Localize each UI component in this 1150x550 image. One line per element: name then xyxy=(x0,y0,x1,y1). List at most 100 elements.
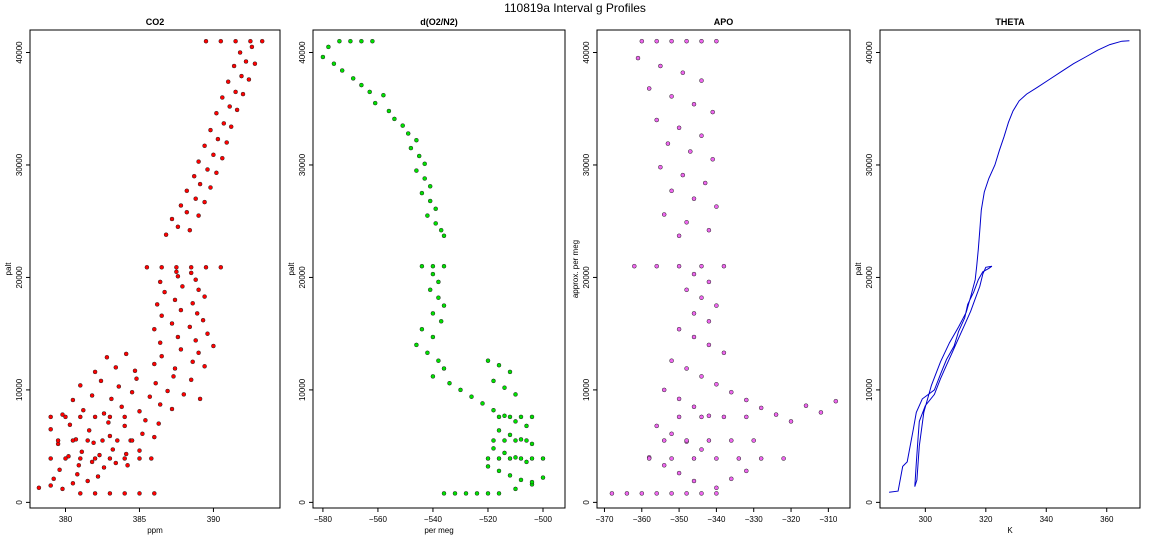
y-tick-label: 30000 xyxy=(298,153,307,176)
data-point xyxy=(496,456,502,461)
data-point xyxy=(137,456,142,461)
data-point xyxy=(691,456,697,461)
data-point xyxy=(171,374,176,379)
data-point xyxy=(92,491,98,496)
data-point xyxy=(676,125,682,131)
data-point xyxy=(729,389,734,395)
x-tick-label: 340 xyxy=(1040,515,1054,524)
x-tick-label: −560 xyxy=(369,515,388,524)
x-tick-label: −330 xyxy=(745,515,764,524)
data-point xyxy=(249,44,255,50)
data-point xyxy=(154,302,160,307)
data-point xyxy=(680,70,686,75)
data-point xyxy=(205,331,210,336)
data-point xyxy=(639,38,645,44)
data-point xyxy=(513,438,518,443)
data-point xyxy=(190,359,195,365)
data-point xyxy=(818,410,824,415)
data-point xyxy=(75,472,80,477)
y-tick-label: 0 xyxy=(298,500,307,505)
data-point xyxy=(441,263,447,269)
data-point xyxy=(175,224,181,230)
data-point xyxy=(400,123,405,128)
data-point xyxy=(781,456,786,461)
data-point xyxy=(773,412,779,417)
data-point xyxy=(78,383,83,388)
data-point xyxy=(654,117,659,123)
data-point xyxy=(474,491,480,496)
chart-title: d(O2/N2) xyxy=(420,17,458,27)
data-point xyxy=(205,167,210,172)
data-point xyxy=(788,419,794,424)
y-axis-label: palt xyxy=(287,262,296,276)
data-point xyxy=(714,204,719,209)
data-point xyxy=(107,456,113,461)
data-point xyxy=(152,326,157,332)
data-point xyxy=(122,423,127,429)
data-point xyxy=(496,468,502,474)
data-point xyxy=(122,491,127,496)
data-point xyxy=(218,265,224,270)
data-point xyxy=(699,491,704,496)
data-point xyxy=(193,277,198,282)
figure-title: 110819a Interval g Profiles xyxy=(504,1,646,15)
y-tick-label: 20000 xyxy=(582,266,591,289)
data-point xyxy=(134,376,139,381)
data-point xyxy=(208,185,213,190)
data-point xyxy=(676,470,682,476)
data-point xyxy=(441,233,447,239)
data-point xyxy=(79,449,85,455)
data-point xyxy=(157,279,163,285)
data-point xyxy=(654,263,659,269)
data-point xyxy=(518,477,524,483)
data-point xyxy=(676,263,682,269)
data-point xyxy=(699,133,704,138)
y-tick-label: 40000 xyxy=(15,41,24,64)
data-point xyxy=(359,82,364,88)
data-point xyxy=(178,347,184,352)
data-point xyxy=(200,317,206,323)
x-tick-label: 360 xyxy=(1100,515,1114,524)
data-point xyxy=(159,353,164,359)
x-axis-label: per meg xyxy=(424,526,453,535)
data-point xyxy=(196,213,201,218)
data-point xyxy=(447,380,452,386)
data-point xyxy=(441,366,447,371)
x-tick-label: −500 xyxy=(534,515,553,524)
data-point xyxy=(496,491,502,496)
data-point xyxy=(654,38,659,44)
data-point xyxy=(104,355,110,360)
data-point xyxy=(350,76,356,81)
data-point xyxy=(699,78,704,83)
data-point xyxy=(140,431,145,437)
data-point xyxy=(691,271,697,277)
data-point xyxy=(699,414,704,420)
data-point xyxy=(339,68,345,73)
data-point xyxy=(669,456,674,461)
data-point xyxy=(658,164,663,170)
data-point xyxy=(710,109,715,115)
x-tick-label: −540 xyxy=(424,515,443,524)
data-point xyxy=(414,168,419,173)
data-point xyxy=(639,491,645,496)
data-point xyxy=(706,342,712,348)
data-point xyxy=(70,438,76,443)
data-point xyxy=(70,481,76,486)
x-axis-label: ppm xyxy=(147,526,163,535)
x-tick-label: −350 xyxy=(670,515,689,524)
data-point xyxy=(107,414,113,420)
data-point xyxy=(430,263,436,269)
data-point xyxy=(252,61,258,66)
data-point xyxy=(237,50,243,55)
data-point xyxy=(513,455,518,460)
data-point xyxy=(122,456,127,461)
y-axis-label: approx. per meg xyxy=(571,240,580,298)
data-point xyxy=(669,358,674,363)
data-point xyxy=(714,485,719,491)
data-point xyxy=(502,450,507,456)
data-point xyxy=(55,438,61,443)
x-tick-label: −310 xyxy=(819,515,838,524)
data-point xyxy=(496,362,502,368)
data-point xyxy=(367,89,372,95)
